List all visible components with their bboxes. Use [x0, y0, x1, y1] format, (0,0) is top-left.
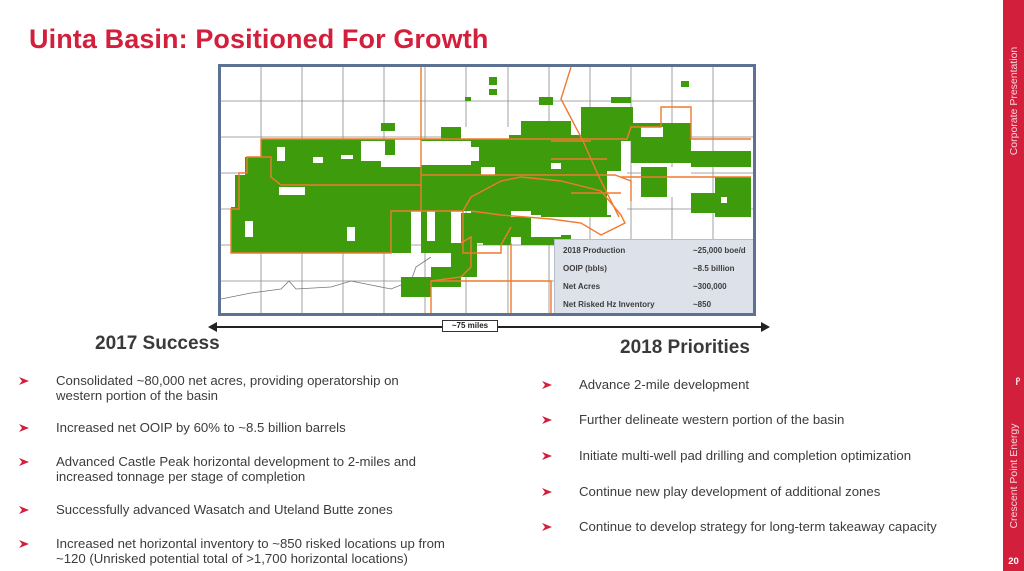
- list-item-text: Continue to develop strategy for long-te…: [579, 519, 937, 534]
- bullet-arrow-icon: [19, 458, 29, 466]
- stat-label: OOIP (bbls): [563, 264, 607, 273]
- bullet-arrow-icon: [19, 377, 29, 385]
- bullet-arrow-icon: [19, 424, 29, 432]
- list-item-text: Increased net OOIP by 60% to ~8.5 billio…: [56, 420, 346, 435]
- bullet-arrow-icon: [542, 381, 552, 389]
- list-item-text: Successfully advanced Wasatch and Utelan…: [56, 502, 393, 517]
- stat-label: Net Risked Hz Inventory: [563, 300, 655, 309]
- list-item-text: Consolidated ~80,000 net acres, providin…: [56, 373, 399, 403]
- stat-label: 2018 Production: [563, 246, 626, 255]
- bullet-arrow-icon: [542, 416, 552, 424]
- acreage-holdings: [231, 77, 751, 297]
- stat-row: OOIP (bbls) ~8.5 billion: [563, 264, 749, 276]
- list-item-text: Advance 2-mile development: [579, 377, 750, 392]
- stat-label: Net Acres: [563, 282, 601, 291]
- crescent-point-logo-icon: [1007, 373, 1021, 385]
- stat-row: Net Acres ~300,000: [563, 282, 749, 294]
- success-heading: 2017 Success: [95, 333, 220, 354]
- basin-stats-table: 2018 Production ~25,000 boe/d OOIP (bbls…: [554, 239, 753, 313]
- bullet-arrow-icon: [542, 452, 552, 460]
- bullet-arrow-icon: [19, 540, 29, 548]
- page-number: 20: [1008, 556, 1019, 567]
- unit-boundaries: [230, 67, 751, 313]
- arrow-right-icon: [761, 322, 770, 332]
- map-graphic: [221, 67, 753, 313]
- slide-title: Uinta Basin: Positioned For Growth: [29, 24, 489, 54]
- stat-value: ~850: [693, 300, 712, 309]
- sidebar-company-label: Crescent Point Energy: [1007, 423, 1020, 529]
- bullet-arrow-icon: [19, 506, 29, 514]
- uinta-basin-map: 2018 Production ~25,000 boe/d OOIP (bbls…: [218, 64, 756, 316]
- brand-sidebar: Corporate Presentation Crescent Point En…: [1003, 0, 1024, 571]
- stat-value: ~8.5 billion: [693, 264, 735, 273]
- sidebar-presentation-label: Corporate Presentation: [1007, 46, 1020, 156]
- list-item-text: Further delineate western portion of the…: [579, 412, 845, 427]
- priorities-heading: 2018 Priorities: [620, 337, 750, 358]
- river-line: [221, 256, 432, 300]
- stat-value: ~300,000: [693, 282, 727, 291]
- scale-label: ~75 miles: [442, 320, 498, 332]
- list-item-text: Initiate multi-well pad drilling and com…: [579, 448, 912, 463]
- stat-row: 2018 Production ~25,000 boe/d: [563, 246, 749, 258]
- bullet-arrow-icon: [542, 488, 552, 496]
- list-item-text: Increased net horizontal inventory to ~8…: [56, 536, 445, 566]
- list-item-text: Advanced Castle Peak horizontal developm…: [56, 454, 416, 484]
- map-scale-bar: ~75 miles: [208, 320, 770, 332]
- stat-value: ~25,000 boe/d: [693, 246, 746, 255]
- stat-row: Net Risked Hz Inventory ~850: [563, 300, 749, 312]
- bullet-arrow-icon: [542, 523, 552, 531]
- list-item-text: Continue new play development of additio…: [579, 484, 881, 499]
